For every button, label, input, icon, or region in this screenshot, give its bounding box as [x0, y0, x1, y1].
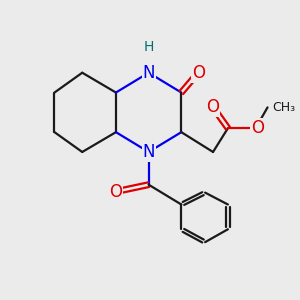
Text: N: N: [142, 64, 155, 82]
Text: O: O: [250, 119, 264, 137]
Text: CH₃: CH₃: [272, 101, 295, 114]
Text: N: N: [142, 143, 155, 161]
Text: O: O: [110, 183, 122, 201]
Text: O: O: [192, 64, 205, 82]
Text: H: H: [143, 40, 154, 54]
Text: O: O: [206, 98, 220, 116]
